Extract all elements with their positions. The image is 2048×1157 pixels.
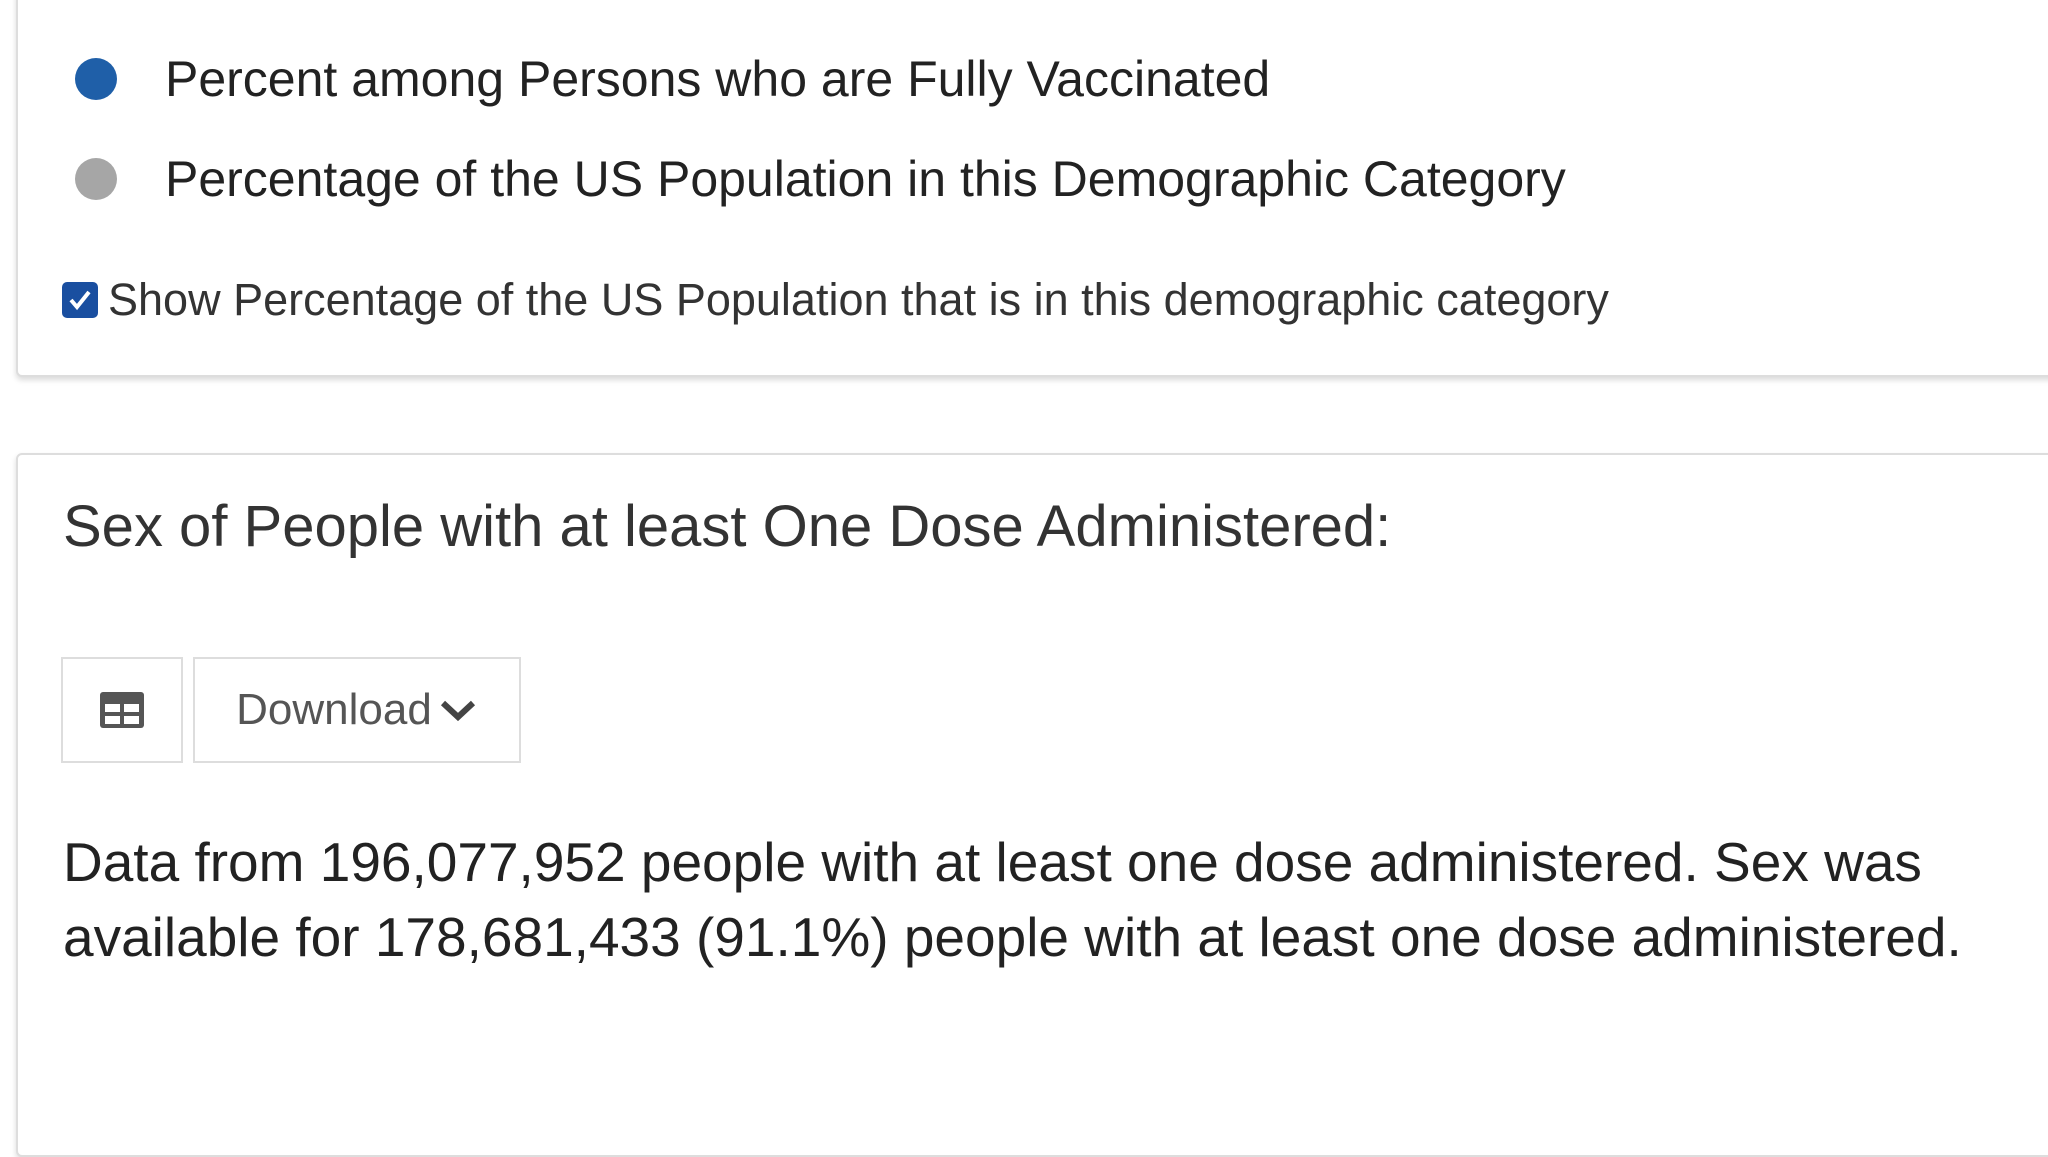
legend-label: Percent among Persons who are Fully Vacc… (165, 51, 1271, 107)
page: {"legend": {"items": [ {"label": "Percen… (16, 0, 2048, 1157)
download-button[interactable]: Download (193, 657, 521, 763)
table-icon (100, 692, 144, 728)
table-button[interactable] (61, 657, 183, 763)
description: Data from 196,077,952 people with at lea… (63, 831, 1962, 968)
legend-dot (75, 158, 117, 200)
legend-item: Percentage of the US Population in this … (75, 150, 1566, 208)
legend-label: Percentage of the US Population in this … (165, 151, 1566, 207)
chevron-icon (440, 700, 475, 722)
legend-item: Percent among Persons who are Fully Vacc… (75, 50, 1270, 108)
section-title: Sex of People with at least One Dose Adm… (63, 494, 1392, 559)
legend-card: Percent among Persons who are Fully Vacc… (16, 0, 2048, 377)
checkbox-row[interactable]: Show Percentage of the US Population tha… (62, 274, 1609, 326)
legend-dot (75, 58, 117, 100)
section-card: Sex of People with at least One Dose Adm… (16, 453, 2048, 1157)
checkbox[interactable] (62, 282, 98, 318)
check-icon (69, 290, 91, 311)
checkbox-label: Show Percentage of the US Population tha… (108, 274, 1609, 325)
download-label: Download (236, 685, 432, 734)
